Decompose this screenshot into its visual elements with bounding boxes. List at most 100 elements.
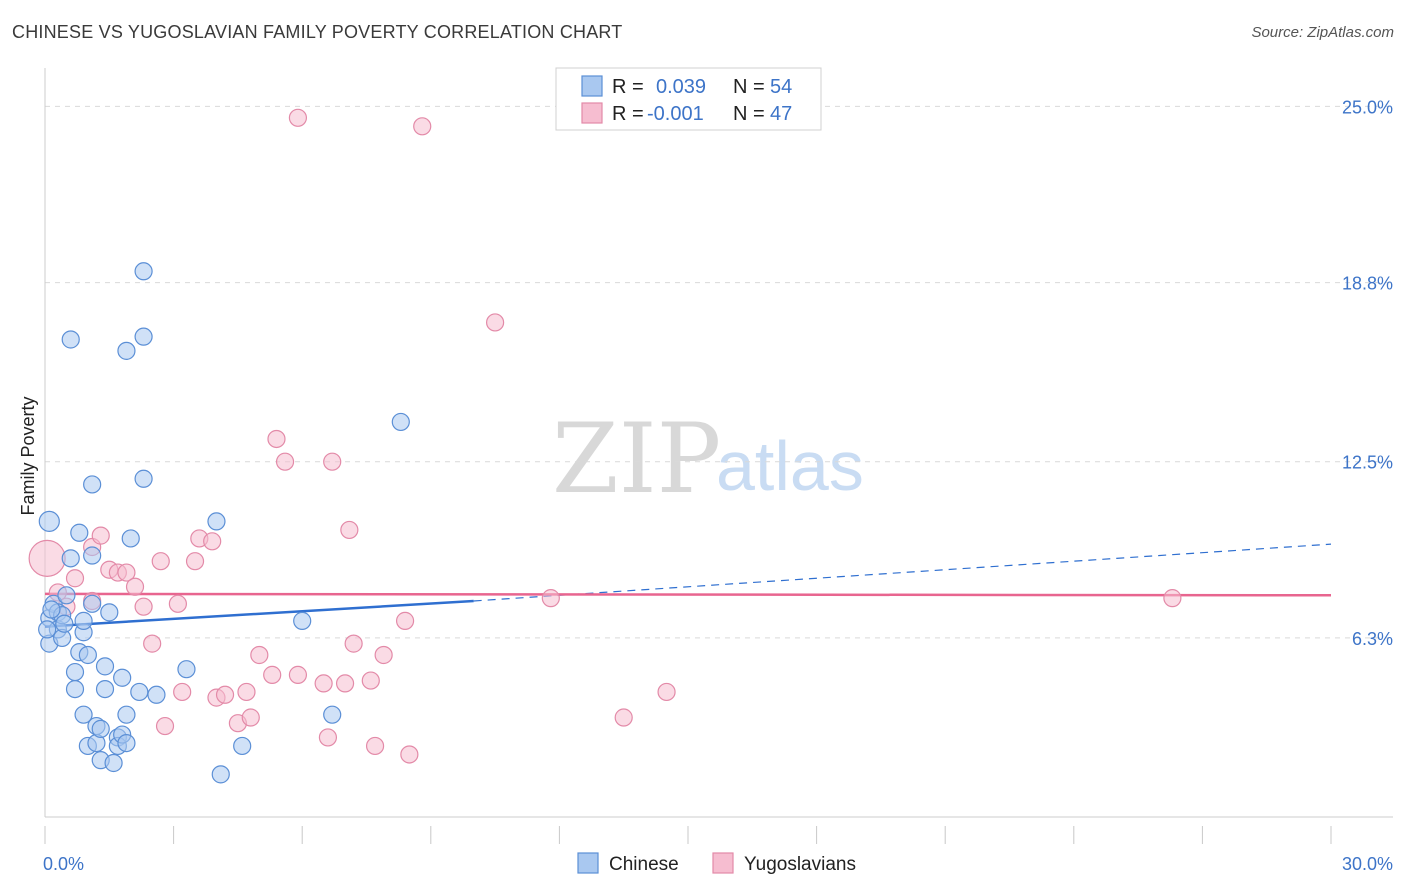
watermark-zip: ZIP [552, 403, 721, 515]
legend-r-label-chinese: R = [612, 76, 644, 98]
legend-r-value-yugo: -0.001 [647, 103, 704, 125]
yugoslavian-point [117, 563, 136, 582]
chinese-point [117, 733, 136, 753]
legend-n-label-chinese: N = [733, 76, 765, 98]
y-tick-label-3: 25.0% [1342, 97, 1393, 117]
source-label: Source: ZipAtlas.com [1251, 24, 1394, 41]
y-tick-label-1: 12.5% [1342, 453, 1393, 473]
chinese-point [323, 705, 342, 724]
axes [44, 68, 1393, 844]
yugoslavian-point [173, 682, 192, 702]
chinese-point [211, 765, 230, 784]
x-tick-label-max: 30.0% [1342, 854, 1393, 874]
series-legend: Chinese Yugoslavians [577, 852, 856, 875]
yugoslavian-bottom-swatch [712, 852, 734, 874]
chinese-point [70, 523, 89, 542]
chinese-point [65, 679, 85, 699]
yugoslavian-point [318, 728, 338, 747]
legend-r-value-chinese: 0.039 [656, 76, 706, 98]
chinese-point [113, 668, 132, 687]
yugoslavian-point [374, 645, 393, 665]
yugoslavian-legend-swatch [581, 102, 603, 124]
chinese-point [134, 327, 153, 346]
chinese-point [293, 611, 312, 630]
gridlines [45, 105, 1393, 639]
chinese-bottom-label: Chinese [609, 854, 679, 875]
y-tick-label-0: 6.3% [1352, 629, 1393, 649]
chinese-point [83, 594, 102, 613]
yugoslavian-point [395, 611, 415, 630]
yugoslavian-point [344, 634, 363, 653]
yugoslavian-point [486, 313, 505, 332]
chinese-bottom-swatch [577, 852, 599, 874]
yugoslavian-point [155, 716, 175, 736]
yugoslavian-point [288, 108, 308, 127]
chinese-point [61, 330, 80, 349]
x-tick-label-min: 0.0% [43, 854, 84, 874]
chinese-point [74, 611, 93, 630]
yugoslavian-point [237, 682, 256, 702]
yugoslavian-point [657, 682, 676, 702]
yugoslavian-point [614, 708, 633, 727]
yugoslavian-point [340, 520, 359, 540]
chinese-point [42, 600, 61, 619]
chinese-point [134, 469, 153, 488]
yugoslavian-point [28, 539, 66, 577]
chinese-point [134, 262, 153, 281]
chinese-point [177, 660, 196, 679]
chinese-point [147, 685, 166, 704]
yugoslavian-point [323, 452, 342, 471]
y-axis-label: Family Poverty [18, 396, 38, 515]
chinese-point [95, 657, 115, 676]
yugoslavian-point [361, 671, 380, 690]
yugoslavian-point [541, 589, 560, 608]
chinese-points [38, 262, 410, 784]
chinese-point [100, 603, 119, 622]
legend-n-value-chinese: 54 [770, 76, 792, 98]
yugoslavian-point [65, 569, 85, 588]
chinese-point [55, 614, 74, 633]
yugoslavian-point [91, 526, 110, 545]
yugoslavian-point [215, 685, 235, 704]
yugoslavian-point [365, 736, 385, 756]
chinese-point [117, 341, 136, 360]
chinese-point [61, 549, 80, 568]
chinese-point [74, 705, 93, 724]
chinese-point [91, 719, 110, 738]
trend-lines [44, 543, 1332, 628]
yugoslavian-point [314, 674, 333, 693]
yugoslavian-point [288, 665, 308, 684]
yugoslavian-point [250, 645, 269, 665]
chinese-point [38, 620, 57, 639]
chinese-point [78, 645, 97, 665]
chinese-point [83, 475, 102, 494]
yugoslavian-point [168, 594, 187, 613]
yugoslavian-point [1163, 589, 1182, 608]
chart-title: CHINESE VS YUGOSLAVIAN FAMILY POVERTY CO… [12, 22, 623, 42]
chinese-point [233, 736, 252, 756]
yugoslavian-point [125, 577, 145, 596]
yugoslavian-point [241, 708, 260, 727]
chinese-point [121, 529, 140, 548]
yugoslavian-point [413, 117, 432, 136]
chinese-trend-line [44, 599, 474, 628]
y-tick-label-2: 18.8% [1342, 274, 1393, 294]
chinese-point [104, 753, 123, 773]
chinese-point [117, 705, 136, 724]
yugoslavian-bottom-label: Yugoslavians [744, 854, 856, 875]
chinese-point [83, 546, 102, 565]
chinese-point [95, 679, 115, 699]
tick-labels: 6.3% 12.5% 18.8% 25.0% 0.0% 30.0% [43, 97, 1393, 874]
yugoslavian-point [143, 634, 162, 653]
chinese-point [207, 512, 226, 531]
yugoslavian-point [335, 674, 355, 693]
yugoslavian-point [263, 665, 282, 684]
correlation-legend: R = 0.039 N = 54 R = -0.001 N = 47 [555, 67, 822, 131]
chinese-trend-extension [473, 543, 1332, 602]
legend-n-label-yugo: N = [733, 103, 765, 125]
yugoslavian-point [203, 532, 222, 551]
yugoslavian-point [275, 452, 295, 471]
yugoslavian-point [267, 429, 286, 449]
yugoslavian-point [151, 552, 170, 571]
chinese-point [65, 662, 85, 682]
